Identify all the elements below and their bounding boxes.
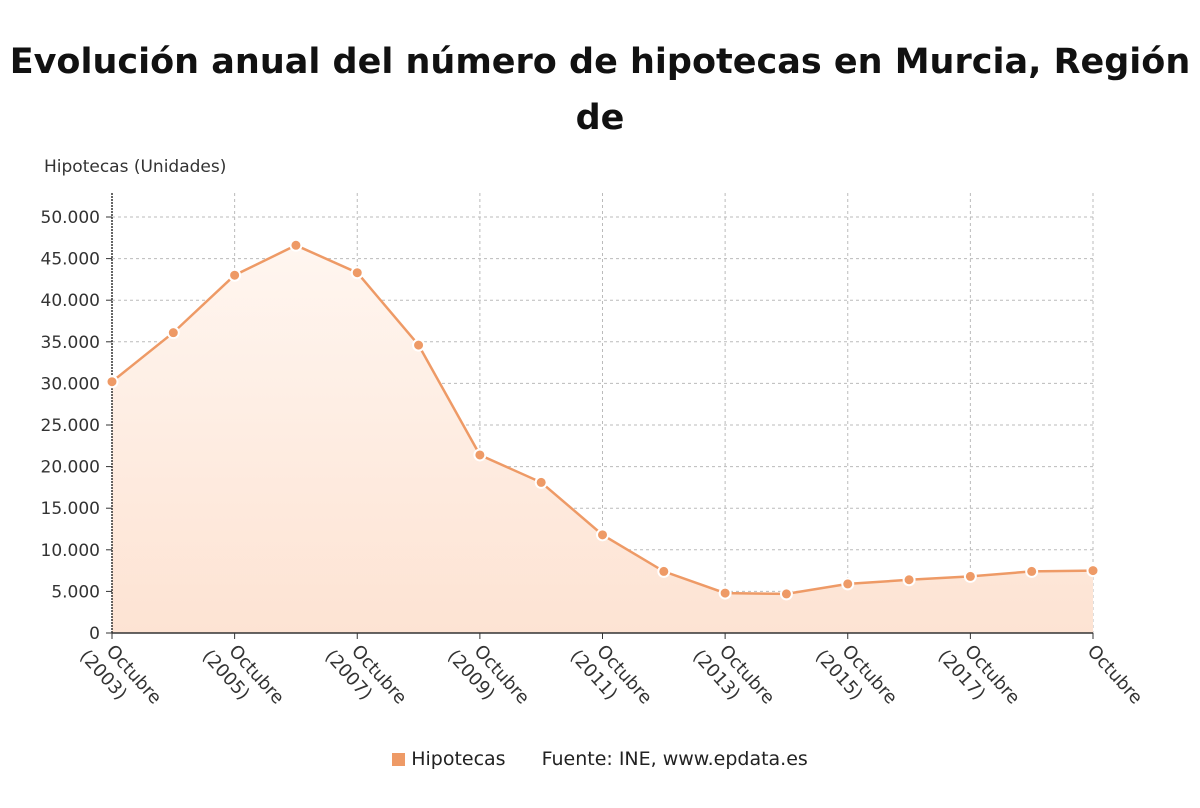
y-tick-label: 30.000 (41, 374, 100, 394)
x-tick-label: Octubre(2015) (811, 641, 901, 709)
axes (106, 193, 1094, 639)
y-tick-label: 40.000 (41, 291, 100, 311)
source-note: Fuente: INE, www.epdata.es (541, 748, 808, 770)
data-point (412, 338, 426, 352)
y-tick-label: 25.000 (41, 416, 100, 436)
data-point (534, 475, 548, 489)
data-point (473, 448, 487, 462)
y-tick-label: 50.000 (41, 208, 100, 228)
legend-item-hipotecas: Hipotecas (411, 748, 506, 770)
data-point (228, 268, 242, 282)
data-point (902, 573, 916, 587)
y-tick-label: 15.000 (41, 499, 100, 519)
x-tick-label: Octubre(2013) (688, 641, 778, 709)
x-tick-label: Octubre (1083, 641, 1147, 709)
data-point (166, 326, 180, 340)
x-tick-label: Octubre(2005) (198, 641, 288, 709)
x-tick-label: Octubre(2007) (321, 641, 411, 709)
data-point (596, 528, 609, 542)
y-tick-label: 35.000 (41, 333, 100, 353)
y-tick-labels: 0 5.000 10.000 15.000 20.000 25.000 30.000 35.0… (41, 208, 100, 644)
x-tick-label-line1: Octubre (1083, 641, 1147, 709)
x-tick-labels: Octubre(2003) Octubre(2005) Octubre(2007) O… (75, 641, 1147, 709)
y-tick-label: 20.000 (41, 458, 100, 478)
y-axis-label: Hipotecas (Unidades) (44, 157, 227, 177)
y-tick-label: 0 (89, 624, 100, 644)
x-tick-label: Octubre(2009) (443, 641, 533, 709)
data-point (289, 238, 303, 252)
data-point (841, 577, 855, 591)
data-point (718, 586, 732, 600)
data-point (350, 266, 364, 280)
x-tick-label: Octubre(2003) (75, 641, 165, 709)
y-tick-label: 10.000 (41, 541, 100, 561)
y-tick-label: 45.000 (41, 250, 100, 270)
data-point (105, 375, 119, 389)
y-tick-label: 5.000 (51, 582, 100, 602)
data-point (779, 587, 793, 601)
data-point (963, 569, 977, 583)
x-tick-label: Octubre(2011) (566, 641, 656, 709)
legend: Hipotecas Fuente: INE, www.epdata.es (0, 748, 1200, 770)
data-point (1025, 564, 1039, 578)
series-markers (105, 238, 1100, 601)
chart-title: Evolución anual del número de hipotecas … (9, 42, 1191, 138)
area-fill (112, 245, 1093, 634)
data-point (1086, 564, 1100, 578)
data-point (657, 564, 671, 578)
x-tick-label: Octubre(2017) (934, 641, 1024, 709)
legend-swatch (392, 753, 406, 766)
